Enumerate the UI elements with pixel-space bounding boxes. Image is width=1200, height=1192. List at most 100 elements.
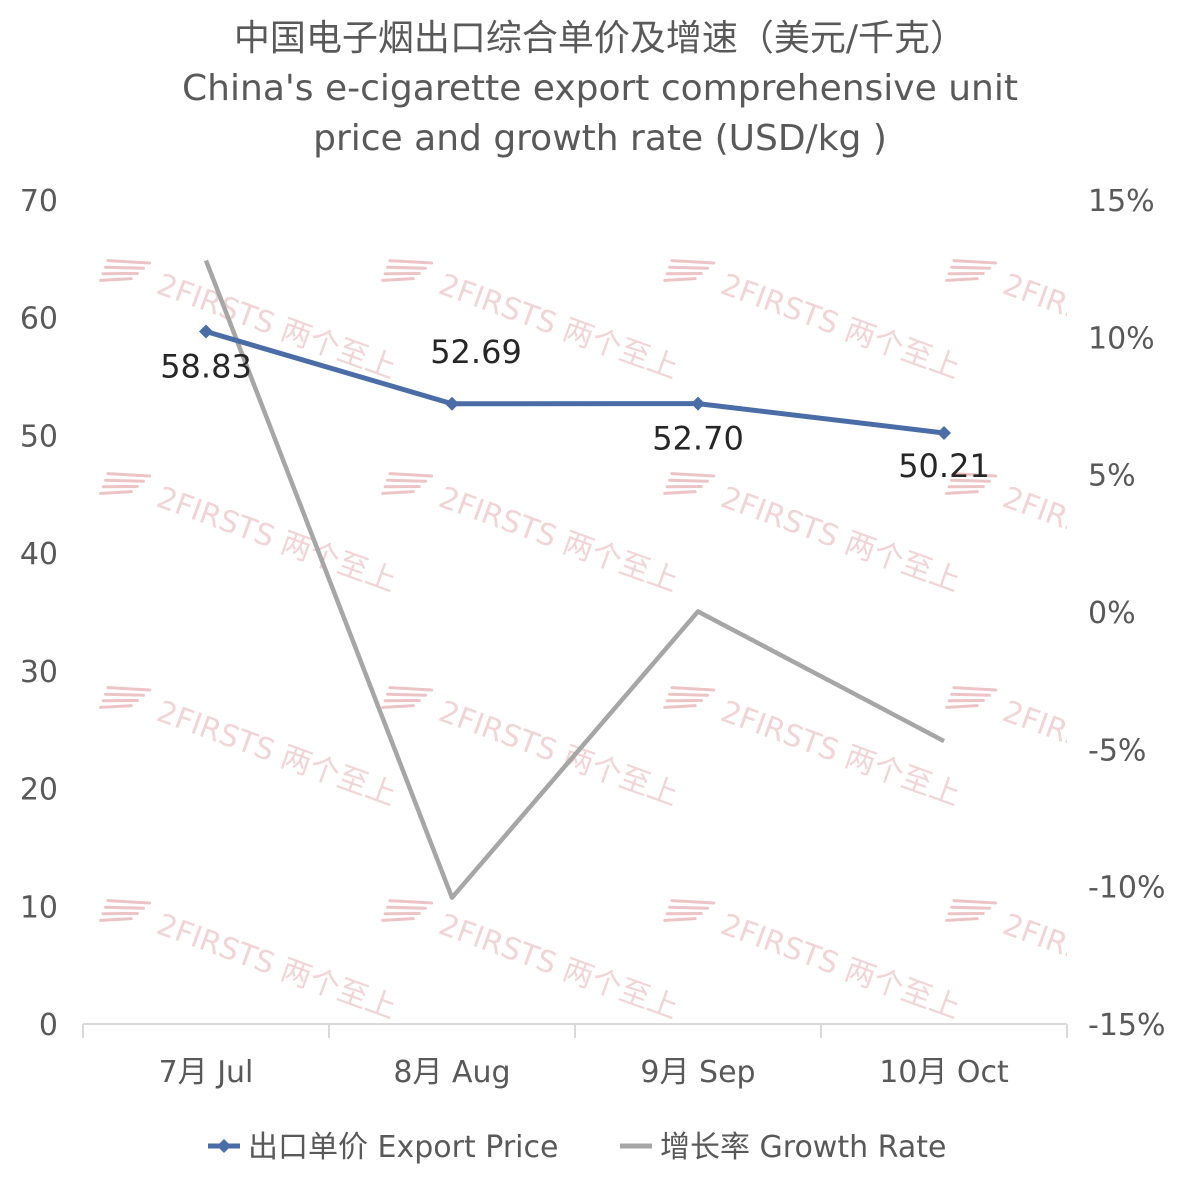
- watermark-stroke: [945, 277, 979, 282]
- legend: 出口单价 Export Price 增长率 Growth Rate: [208, 1130, 946, 1165]
- x-tick-label: 10月 Oct: [879, 1055, 1009, 1090]
- watermark-stroke: [104, 905, 145, 910]
- watermark-stroke: [386, 692, 427, 697]
- watermark-stroke: [99, 704, 133, 709]
- watermark-stroke: [945, 917, 979, 922]
- watermark-stroke: [388, 472, 434, 478]
- watermark-stroke: [952, 899, 998, 905]
- watermark: 2FIRSTS 两个至上: [99, 472, 401, 599]
- watermark-stroke: [386, 905, 427, 910]
- watermark-stroke: [99, 490, 133, 495]
- watermark-stroke: [383, 484, 421, 489]
- watermark-stroke: [101, 698, 139, 703]
- watermark-stroke: [104, 478, 145, 483]
- watermark-stroke: [663, 277, 697, 282]
- watermark-stroke: [952, 259, 998, 265]
- data-point: [691, 396, 705, 411]
- watermark-stroke: [947, 911, 985, 916]
- watermark-stroke: [386, 265, 427, 270]
- watermark-stroke: [104, 265, 145, 270]
- watermark-stroke: [668, 692, 709, 697]
- watermark: 2FIRSTS 两个至上: [945, 259, 1067, 386]
- watermark-stroke: [101, 911, 139, 916]
- y-left-tick-label: 40: [20, 537, 58, 572]
- watermark-stroke: [950, 905, 991, 910]
- data-point: [445, 396, 459, 411]
- watermark-stroke: [952, 686, 998, 692]
- data-point: [937, 425, 951, 440]
- watermark: 2FIRSTS 两个至上: [381, 259, 683, 386]
- watermark-stroke: [106, 899, 152, 905]
- watermark: 2FIRSTS 两个至上: [663, 686, 965, 813]
- y-right-tick-label: 10%: [1088, 321, 1155, 356]
- watermark-stroke: [668, 265, 709, 270]
- watermark-text: 2FIRSTS 两个至上: [434, 694, 683, 813]
- watermark-text: 2FIRSTS 两个至上: [998, 480, 1200, 599]
- watermark-text: 2FIRSTS 两个至上: [716, 267, 965, 386]
- watermark-text: 2FIRSTS 两个至上: [152, 694, 401, 813]
- watermark: 2FIRSTS 两个至上: [381, 472, 683, 599]
- watermark-stroke: [386, 478, 427, 483]
- watermark: 2FIRSTS 两个至上: [945, 686, 1067, 813]
- watermark-text: 2FIRSTS 两个至上: [716, 694, 965, 813]
- title-line: price and growth rate (USD/kg ): [313, 118, 887, 159]
- data-label: 50.21: [898, 447, 990, 485]
- data-labels: 58.83 52.69 52.70 50.21: [160, 333, 990, 485]
- x-tick-label: 9月 Sep: [640, 1055, 755, 1090]
- watermark: 2FIRSTS 两个至上: [663, 899, 965, 1026]
- y-right-tick-label: 5%: [1088, 459, 1136, 494]
- watermark-stroke: [668, 478, 709, 483]
- watermark-text: 2FIRSTS 两个至上: [434, 907, 683, 1026]
- watermark-stroke: [383, 911, 421, 916]
- y-right-tick-label: -5%: [1088, 733, 1146, 768]
- watermark-text: 2FIRSTS 两个至上: [152, 907, 401, 1026]
- watermark-stroke: [381, 490, 415, 495]
- y-left-tick-label: 0: [39, 1008, 58, 1043]
- y-left-tick-label: 70: [20, 184, 58, 219]
- watermark-text: 2FIRSTS 两个至上: [434, 480, 683, 599]
- watermark-stroke: [950, 692, 991, 697]
- y-left-tick-label: 20: [20, 773, 58, 808]
- data-label: 52.70: [652, 420, 744, 458]
- watermark-stroke: [381, 704, 415, 709]
- chart-title: 中国电子烟出口综合单价及增速（美元/千克） China's e-cigarette…: [182, 18, 1018, 159]
- title-line: 中国电子烟出口综合单价及增速（美元/千克）: [234, 18, 966, 59]
- y-left-tick-label: 60: [20, 302, 58, 337]
- watermark-stroke: [950, 478, 991, 483]
- watermark-stroke: [670, 259, 716, 265]
- watermark-stroke: [947, 271, 985, 276]
- series-line: [205, 329, 945, 436]
- data-point: [199, 324, 213, 339]
- watermark-layer: 2FIRSTS 两个至上 2FIRSTS 两个至上 2FIRSTS 两个至上 2FIR…: [99, 259, 1200, 1026]
- watermark-stroke: [665, 698, 703, 703]
- watermark-stroke: [106, 472, 152, 478]
- watermark-stroke: [381, 917, 415, 922]
- y-right-tick-label: -10%: [1088, 871, 1166, 906]
- watermark-text: 2FIRSTS 两个至上: [152, 480, 401, 599]
- watermark-stroke: [383, 271, 421, 276]
- axes: 7月 Jul 8月 Aug 9月 Sep 10月 Oct 0 10 20 30 40 50 60 70…: [20, 184, 1166, 1090]
- watermark-stroke: [99, 277, 133, 282]
- y-right-tick-label: 15%: [1088, 184, 1155, 219]
- watermark-stroke: [381, 277, 415, 282]
- watermark: 2FIRSTS 两个至上: [381, 899, 683, 1026]
- watermark-stroke: [101, 271, 139, 276]
- watermark-stroke: [945, 490, 979, 495]
- x-tick-label: 7月 Jul: [159, 1055, 254, 1090]
- watermark-stroke: [663, 917, 697, 922]
- watermark-stroke: [663, 490, 697, 495]
- legend-marker-price: [217, 1139, 231, 1153]
- watermark-stroke: [106, 259, 152, 265]
- watermark-stroke: [665, 911, 703, 916]
- data-label: 58.83: [160, 347, 252, 385]
- y-left-tick-label: 10: [20, 890, 58, 925]
- watermark-stroke: [99, 917, 133, 922]
- watermark: 2FIRSTS 两个至上: [663, 259, 965, 386]
- watermark-stroke: [952, 472, 998, 478]
- watermark-stroke: [670, 472, 716, 478]
- watermark-stroke: [665, 484, 703, 489]
- y-left-tick-label: 50: [20, 419, 58, 454]
- watermark-stroke: [663, 704, 697, 709]
- watermark-stroke: [383, 698, 421, 703]
- watermark-stroke: [950, 265, 991, 270]
